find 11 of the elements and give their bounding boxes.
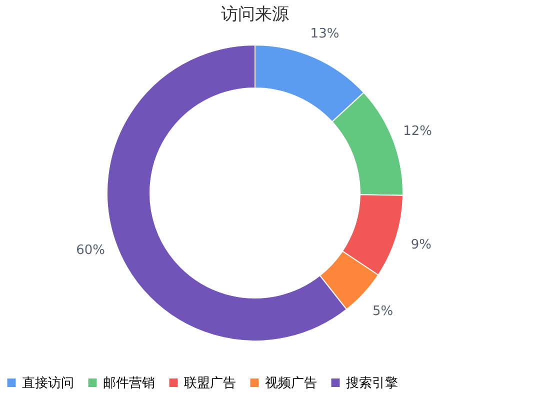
legend-label: 直接访问 [22, 374, 74, 391]
legend-label: 搜索引擎 [346, 376, 398, 391]
data-label: 5% [372, 304, 394, 320]
chart-title: 访问来源 [221, 4, 289, 25]
legend-label: 视频广告 [265, 376, 317, 391]
data-label: 9% [410, 238, 432, 253]
data-label: 12% [403, 124, 432, 139]
data-label: 60% [76, 242, 106, 258]
data-label: 13% [310, 26, 340, 42]
legend-label: 联盟广告 [184, 376, 236, 391]
legend-label: 邮件营销 [103, 376, 155, 391]
